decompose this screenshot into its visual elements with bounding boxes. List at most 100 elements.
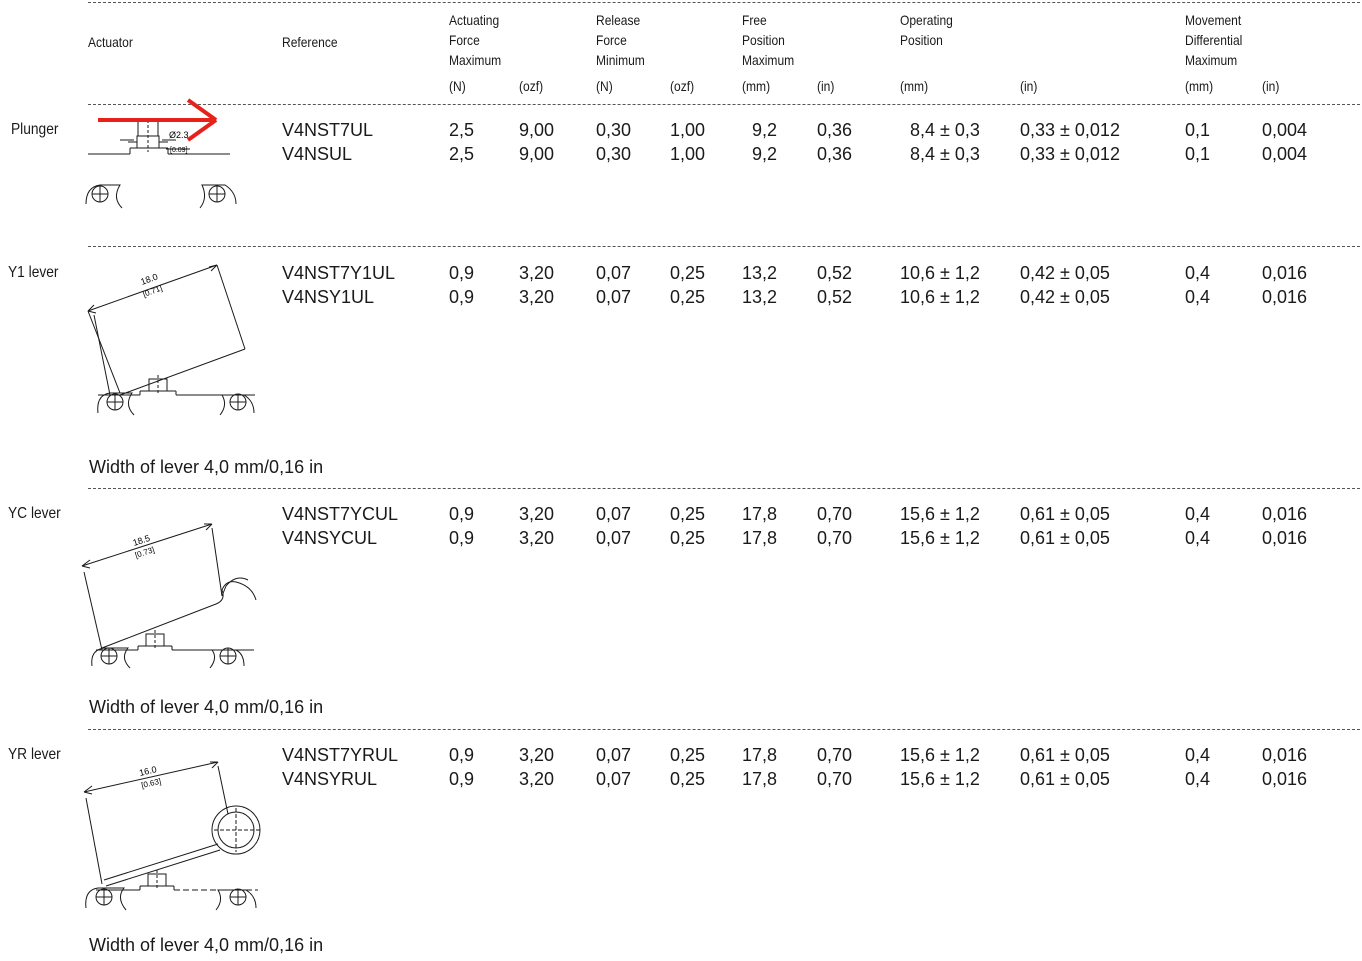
header-free-position: Free Position Maximum	[742, 12, 795, 68]
cell: 0,004	[1262, 120, 1308, 140]
table-row: V4NSYRUL	[282, 769, 378, 789]
unit-actuating-ozf: (ozf)	[519, 78, 544, 94]
cell: 9,2	[752, 120, 778, 140]
yc-lever-drawing: 18.5 [0.73]	[81, 523, 257, 669]
unit-actuating-n: (N)	[449, 78, 466, 94]
cell: 0,33 ± 0,012	[1020, 144, 1120, 164]
cell: 0,25	[670, 528, 706, 548]
cell: 0,1	[1185, 144, 1211, 164]
table-row: V4NST7YCUL	[282, 504, 399, 524]
cell: 3,20	[519, 528, 555, 548]
cell: 0,70	[817, 528, 853, 548]
actuator-label-yc: YC lever	[8, 505, 61, 522]
cell: 0,61 ± 0,05	[1020, 745, 1110, 765]
unit-operating-mm: (mm)	[900, 78, 929, 94]
cell: 0,07	[596, 745, 632, 765]
table-row: V4NSUL	[282, 144, 353, 164]
section-rule-yc	[88, 488, 1360, 489]
table-row: V4NST7Y1UL	[282, 263, 396, 283]
cell: 0,9	[449, 769, 475, 789]
cell: 15,6 ± 1,2	[900, 745, 980, 765]
y1-lever-drawing: 18.0 [0.71]	[87, 264, 255, 416]
cell: 15,6 ± 1,2	[900, 504, 980, 524]
cell: 2,5	[449, 144, 475, 164]
header-actuating-force: Actuating Force Maximum	[449, 12, 502, 68]
unit-free-in: (in)	[817, 78, 835, 94]
cell: 0,9	[449, 287, 475, 307]
cell: 17,8	[742, 528, 778, 548]
cell: 13,2	[742, 287, 778, 307]
cell: 0,52	[817, 287, 853, 307]
cell: 0,70	[817, 745, 853, 765]
cell: 10,6 ± 1,2	[900, 287, 980, 307]
header-actuator: Actuator	[88, 34, 133, 50]
cell: 0,07	[596, 263, 632, 283]
cell: 15,6 ± 1,2	[900, 769, 980, 789]
unit-release-ozf: (ozf)	[670, 78, 695, 94]
unit-release-n: (N)	[596, 78, 613, 94]
cell: 17,8	[742, 504, 778, 524]
header-reference: Reference	[282, 34, 338, 50]
red-arrow-icon	[98, 98, 218, 142]
section-rule-yr	[88, 729, 1360, 730]
yr-lever-drawing: 16.0 [0.63]	[83, 761, 261, 911]
cell: 1,00	[670, 144, 706, 164]
cell: 0,4	[1185, 287, 1211, 307]
cell: 0,36	[817, 144, 853, 164]
cell: 0,25	[670, 769, 706, 789]
cell: 0,30	[596, 120, 632, 140]
y1-lever-width-note: Width of lever 4,0 mm/0,16 in	[89, 457, 324, 477]
cell: 0,70	[817, 769, 853, 789]
cell: 0,25	[670, 504, 706, 524]
cell: 0,016	[1262, 769, 1308, 789]
cell: 8,4 ± 0,3	[910, 144, 980, 164]
table-row: V4NSYCUL	[282, 528, 378, 548]
plunger-dim-mm: Ø2.3	[169, 130, 189, 140]
cell: 3,20	[519, 769, 555, 789]
header-top-rule	[88, 2, 1360, 3]
cell: 0,016	[1262, 263, 1308, 283]
cell: 0,016	[1262, 504, 1308, 524]
plunger-drawing: Ø2.3 [0.09]	[85, 98, 237, 209]
unit-operating-in: (in)	[1020, 78, 1038, 94]
cell: 17,8	[742, 769, 778, 789]
cell: 10,6 ± 1,2	[900, 263, 980, 283]
cell: 3,20	[519, 263, 555, 283]
actuator-label-yr: YR lever	[8, 746, 61, 763]
cell: 0,4	[1185, 528, 1211, 548]
cell: 0,70	[817, 504, 853, 524]
cell: 0,42 ± 0,05	[1020, 263, 1110, 283]
cell: 0,07	[596, 287, 632, 307]
cell: 0,1	[1185, 120, 1211, 140]
cell: 17,8	[742, 745, 778, 765]
cell: 3,20	[519, 504, 555, 524]
cell: 0,33 ± 0,012	[1020, 120, 1120, 140]
cell: 0,4	[1185, 504, 1211, 524]
cell: 0,52	[817, 263, 853, 283]
cell: 0,61 ± 0,05	[1020, 504, 1110, 524]
cell: 1,00	[670, 120, 706, 140]
cell: 9,2	[752, 144, 778, 164]
cell: 0,42 ± 0,05	[1020, 287, 1110, 307]
cell: 0,9	[449, 504, 475, 524]
table-row: V4NST7UL	[282, 120, 374, 140]
unit-free-mm: (mm)	[742, 78, 771, 94]
unit-movement-in: (in)	[1262, 78, 1280, 94]
cell: 0,9	[449, 263, 475, 283]
section-rule-plunger	[88, 104, 1360, 105]
cell: 9,00	[519, 144, 555, 164]
cell: 0,30	[596, 144, 632, 164]
cell: 0,004	[1262, 144, 1308, 164]
cell: 0,9	[449, 528, 475, 548]
unit-movement-mm: (mm)	[1185, 78, 1214, 94]
plunger-dim-in: [0.09]	[170, 147, 188, 154]
cell: 0,07	[596, 528, 632, 548]
table-row: V4NSY1UL	[282, 287, 375, 307]
yc-lever-width-note: Width of lever 4,0 mm/0,16 in	[89, 697, 324, 717]
cell: 9,00	[519, 120, 555, 140]
actuator-label-plunger: Plunger	[11, 121, 59, 138]
cell: 13,2	[742, 263, 778, 283]
cell: 0,61 ± 0,05	[1020, 769, 1110, 789]
cell: 0,4	[1185, 745, 1211, 765]
table-row: V4NST7YRUL	[282, 745, 399, 765]
